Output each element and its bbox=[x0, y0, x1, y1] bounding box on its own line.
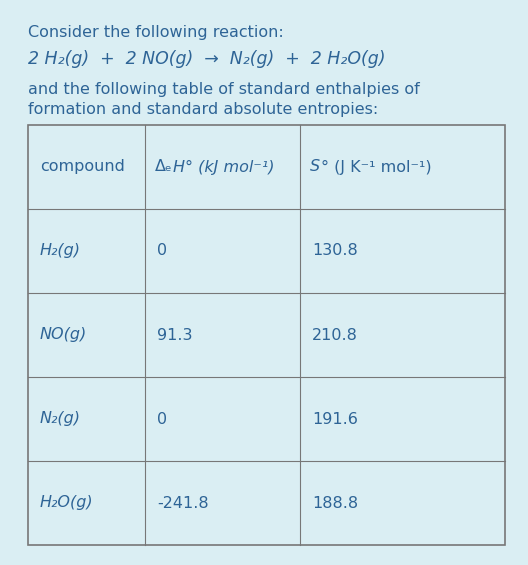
Text: H₂(g): H₂(g) bbox=[40, 244, 81, 259]
Text: and the following table of standard enthalpies of: and the following table of standard enth… bbox=[28, 82, 420, 97]
Text: compound: compound bbox=[40, 159, 125, 175]
Bar bbox=[28, 125, 505, 545]
Text: 0: 0 bbox=[157, 244, 167, 259]
Text: 191.6: 191.6 bbox=[312, 411, 358, 427]
Text: 188.8: 188.8 bbox=[312, 496, 358, 511]
Text: 0: 0 bbox=[157, 411, 167, 427]
Text: Consider the following reaction:: Consider the following reaction: bbox=[28, 25, 284, 40]
Text: 210.8: 210.8 bbox=[312, 328, 358, 342]
Text: H° (kJ mol⁻¹): H° (kJ mol⁻¹) bbox=[173, 159, 275, 175]
Text: Δₑ: Δₑ bbox=[155, 159, 173, 175]
Text: formation and standard absolute entropies:: formation and standard absolute entropie… bbox=[28, 102, 378, 117]
Text: 91.3: 91.3 bbox=[157, 328, 192, 342]
Text: H₂O(g): H₂O(g) bbox=[40, 496, 93, 511]
Text: ° (J K⁻¹ mol⁻¹): ° (J K⁻¹ mol⁻¹) bbox=[322, 159, 432, 175]
Text: N₂(g): N₂(g) bbox=[40, 411, 81, 427]
Text: 2 H₂(g)  +  2 NO(g)  →  N₂(g)  +  2 H₂O(g): 2 H₂(g) + 2 NO(g) → N₂(g) + 2 H₂O(g) bbox=[28, 50, 385, 68]
Text: 130.8: 130.8 bbox=[312, 244, 357, 259]
Text: -241.8: -241.8 bbox=[157, 496, 209, 511]
Text: S: S bbox=[310, 159, 320, 175]
Text: NO(g): NO(g) bbox=[40, 328, 87, 342]
